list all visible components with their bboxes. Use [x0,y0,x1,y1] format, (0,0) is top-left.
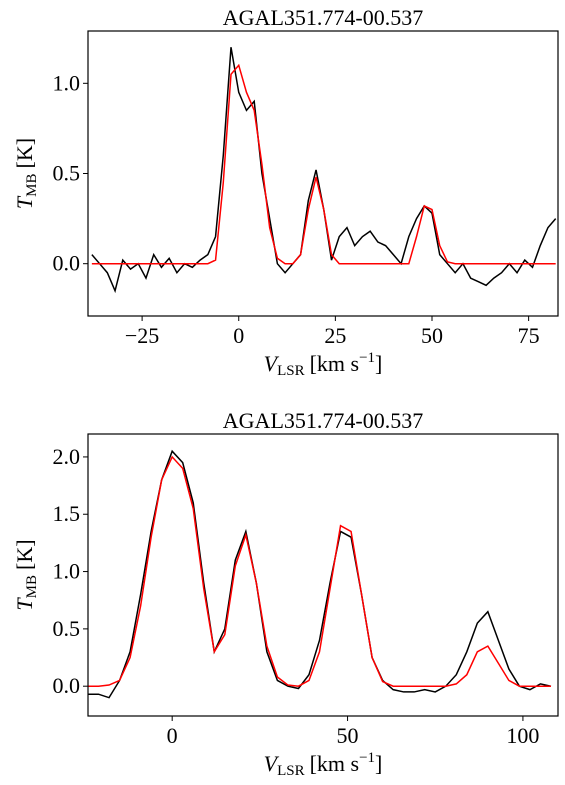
x-label-symbol: V [264,751,280,776]
chart-title: AGAL351.774-00.537 [223,408,423,433]
x-tick-label: 0 [233,323,244,348]
y-label-sub: MB [24,173,40,196]
axes-frame [87,30,559,317]
x-tick-label: 0 [167,723,178,748]
y-tick-label: 1.0 [53,70,81,95]
y-tick-label: 0.0 [53,251,81,276]
y-label-symbol: T [12,195,37,209]
plot-area [88,449,552,699]
x-label-sup: −1 [359,750,375,766]
y-tick-label: 0.5 [53,616,81,641]
x-axis-label: VLSR [km s−1] [264,350,383,379]
y-tick-label: 1.5 [53,501,81,526]
y-label-symbol: T [12,597,37,611]
chart-title: AGAL351.774-00.537 [223,5,423,30]
x-axis-label: VLSR [km s−1] [264,750,383,779]
spectrum-line [91,47,557,294]
x-label-symbol: V [264,351,280,376]
x-tick-label: 50 [337,723,359,748]
x-label-sub: LSR [277,363,305,379]
x-label-sub: LSR [277,763,305,779]
x-tick-label: 25 [324,323,346,348]
x-label-close: ] [375,751,382,776]
plot-area [91,47,557,294]
x-label-unit: [km s [310,751,360,776]
spectrum-line [88,449,552,699]
y-label-unit: [K] [12,138,37,169]
y-label-sub: MB [24,575,40,598]
x-label-unit: [km s [310,351,360,376]
y-tick-label: 2.0 [53,444,81,469]
x-tick-label: 75 [518,323,540,348]
spectrum-line [88,455,551,687]
axes-frame [87,433,559,717]
x-tick-label: 50 [421,323,443,348]
y-tick-label: 1.0 [53,559,81,584]
spectrum-line [91,63,556,265]
x-tick-label: 100 [506,723,539,748]
y-tick-label: 0.5 [53,161,81,186]
x-tick-label: −25 [125,323,159,348]
x-label-sup: −1 [359,350,375,366]
y-axis-label: TMB [K] [12,539,40,610]
y-tick-label: 0.0 [53,673,81,698]
y-label-unit: [K] [12,539,37,570]
x-label-close: ] [375,351,382,376]
y-axis-label: TMB [K] [12,138,40,209]
